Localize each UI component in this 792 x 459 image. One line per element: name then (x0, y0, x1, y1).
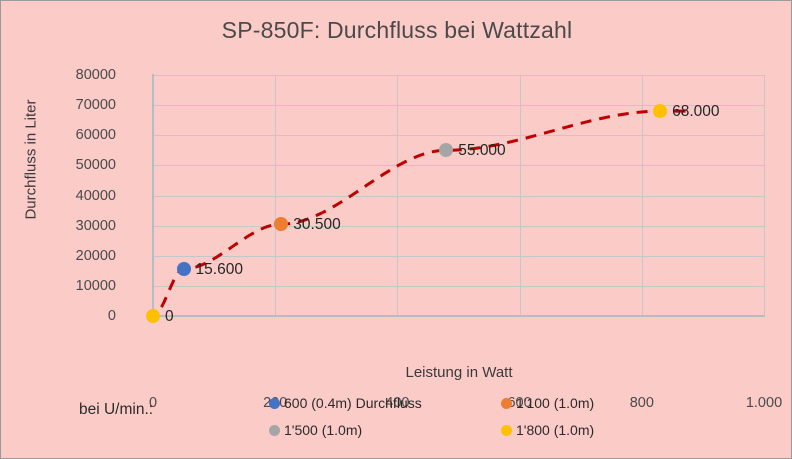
data-point-marker[interactable] (653, 104, 668, 119)
data-point-marker[interactable] (439, 143, 454, 158)
data-point-label: 30.500 (293, 216, 341, 234)
y-axis-tick-label: 0 (107, 308, 116, 324)
legend-item[interactable]: 1'500 (1.0m) (269, 422, 362, 438)
x-axis-tick-label: 600 (507, 395, 532, 411)
gridline-vertical (764, 75, 765, 316)
data-point-marker[interactable] (146, 309, 160, 323)
data-point-marker[interactable] (176, 262, 191, 276)
legend-swatch-icon (269, 424, 280, 436)
legend-swatch-icon (269, 397, 280, 409)
y-axis-tick-label: 50000 (75, 157, 116, 174)
x-axis-tick-label: 0 (148, 395, 158, 411)
y-axis-tick-label: 70000 (75, 97, 116, 114)
y-axis-tick-label: 60000 (75, 127, 116, 144)
data-point-marker[interactable] (274, 217, 289, 232)
gridline-horizontal (153, 225, 764, 227)
y-axis-tick-label: 10000 (75, 277, 116, 294)
legend-item[interactable]: 600 (0.4m) Durchfluss (269, 395, 422, 411)
gridline-vertical (641, 75, 643, 316)
legend-item-label: 1'100 (1.0m) (516, 395, 595, 411)
chart-legend: bei U/min.: 600 (0.4m) Durchfluss 1'100 (… (1, 389, 792, 455)
gridline-horizontal (153, 285, 764, 287)
y-axis-tick-label: 30000 (75, 217, 116, 234)
gridline-horizontal (153, 165, 764, 167)
data-point-label: 68.000 (672, 103, 720, 121)
gridline-horizontal (153, 75, 764, 76)
legend-title: bei U/min.: (79, 401, 154, 418)
x-axis-tick-label: 1.000 (745, 395, 783, 411)
legend-item[interactable]: 1'100 (1.0m) (501, 395, 594, 411)
data-point-label: 0 (165, 308, 174, 325)
gridline-horizontal (153, 195, 764, 197)
gridline-horizontal (153, 255, 764, 257)
gridline-horizontal (153, 135, 764, 137)
x-axis-tick-label: 400 (385, 395, 410, 411)
y-axis-line (152, 74, 154, 317)
legend-item-label: 600 (0.4m) Durchfluss (284, 395, 422, 411)
legend-swatch-icon (501, 397, 512, 409)
data-point-label: 15.600 (195, 261, 243, 278)
x-axis-label: Leistung in Watt (405, 364, 513, 381)
gridline-vertical (275, 75, 277, 316)
legend-swatch-icon (501, 424, 512, 436)
legend-item[interactable]: 1'800 (1.0m) (501, 422, 594, 438)
plot-area: 0 10000 20000 30000 40000 50000 60000 70000 8000… (76, 67, 782, 411)
trendline-path (148, 109, 690, 323)
trendline (148, 109, 690, 323)
x-axis-tick-label: 800 (629, 395, 654, 411)
legend-item-label: 1'500 (1.0m) (284, 422, 363, 438)
gridline-horizontal (153, 105, 764, 107)
gridline-vertical (397, 75, 399, 316)
legend-item-label: 1'800 (1.0m) (516, 422, 595, 438)
y-axis-tick-label: 40000 (75, 187, 116, 204)
y-axis-tick-label: 20000 (75, 247, 116, 264)
gridline-vertical (519, 75, 521, 316)
data-point-label: 55.000 (458, 142, 506, 160)
y-axis-tick-label: 80000 (75, 67, 116, 83)
x-axis-line (152, 315, 765, 317)
chart-title: SP-850F: Durchfluss bei Wattzahl (221, 17, 573, 43)
